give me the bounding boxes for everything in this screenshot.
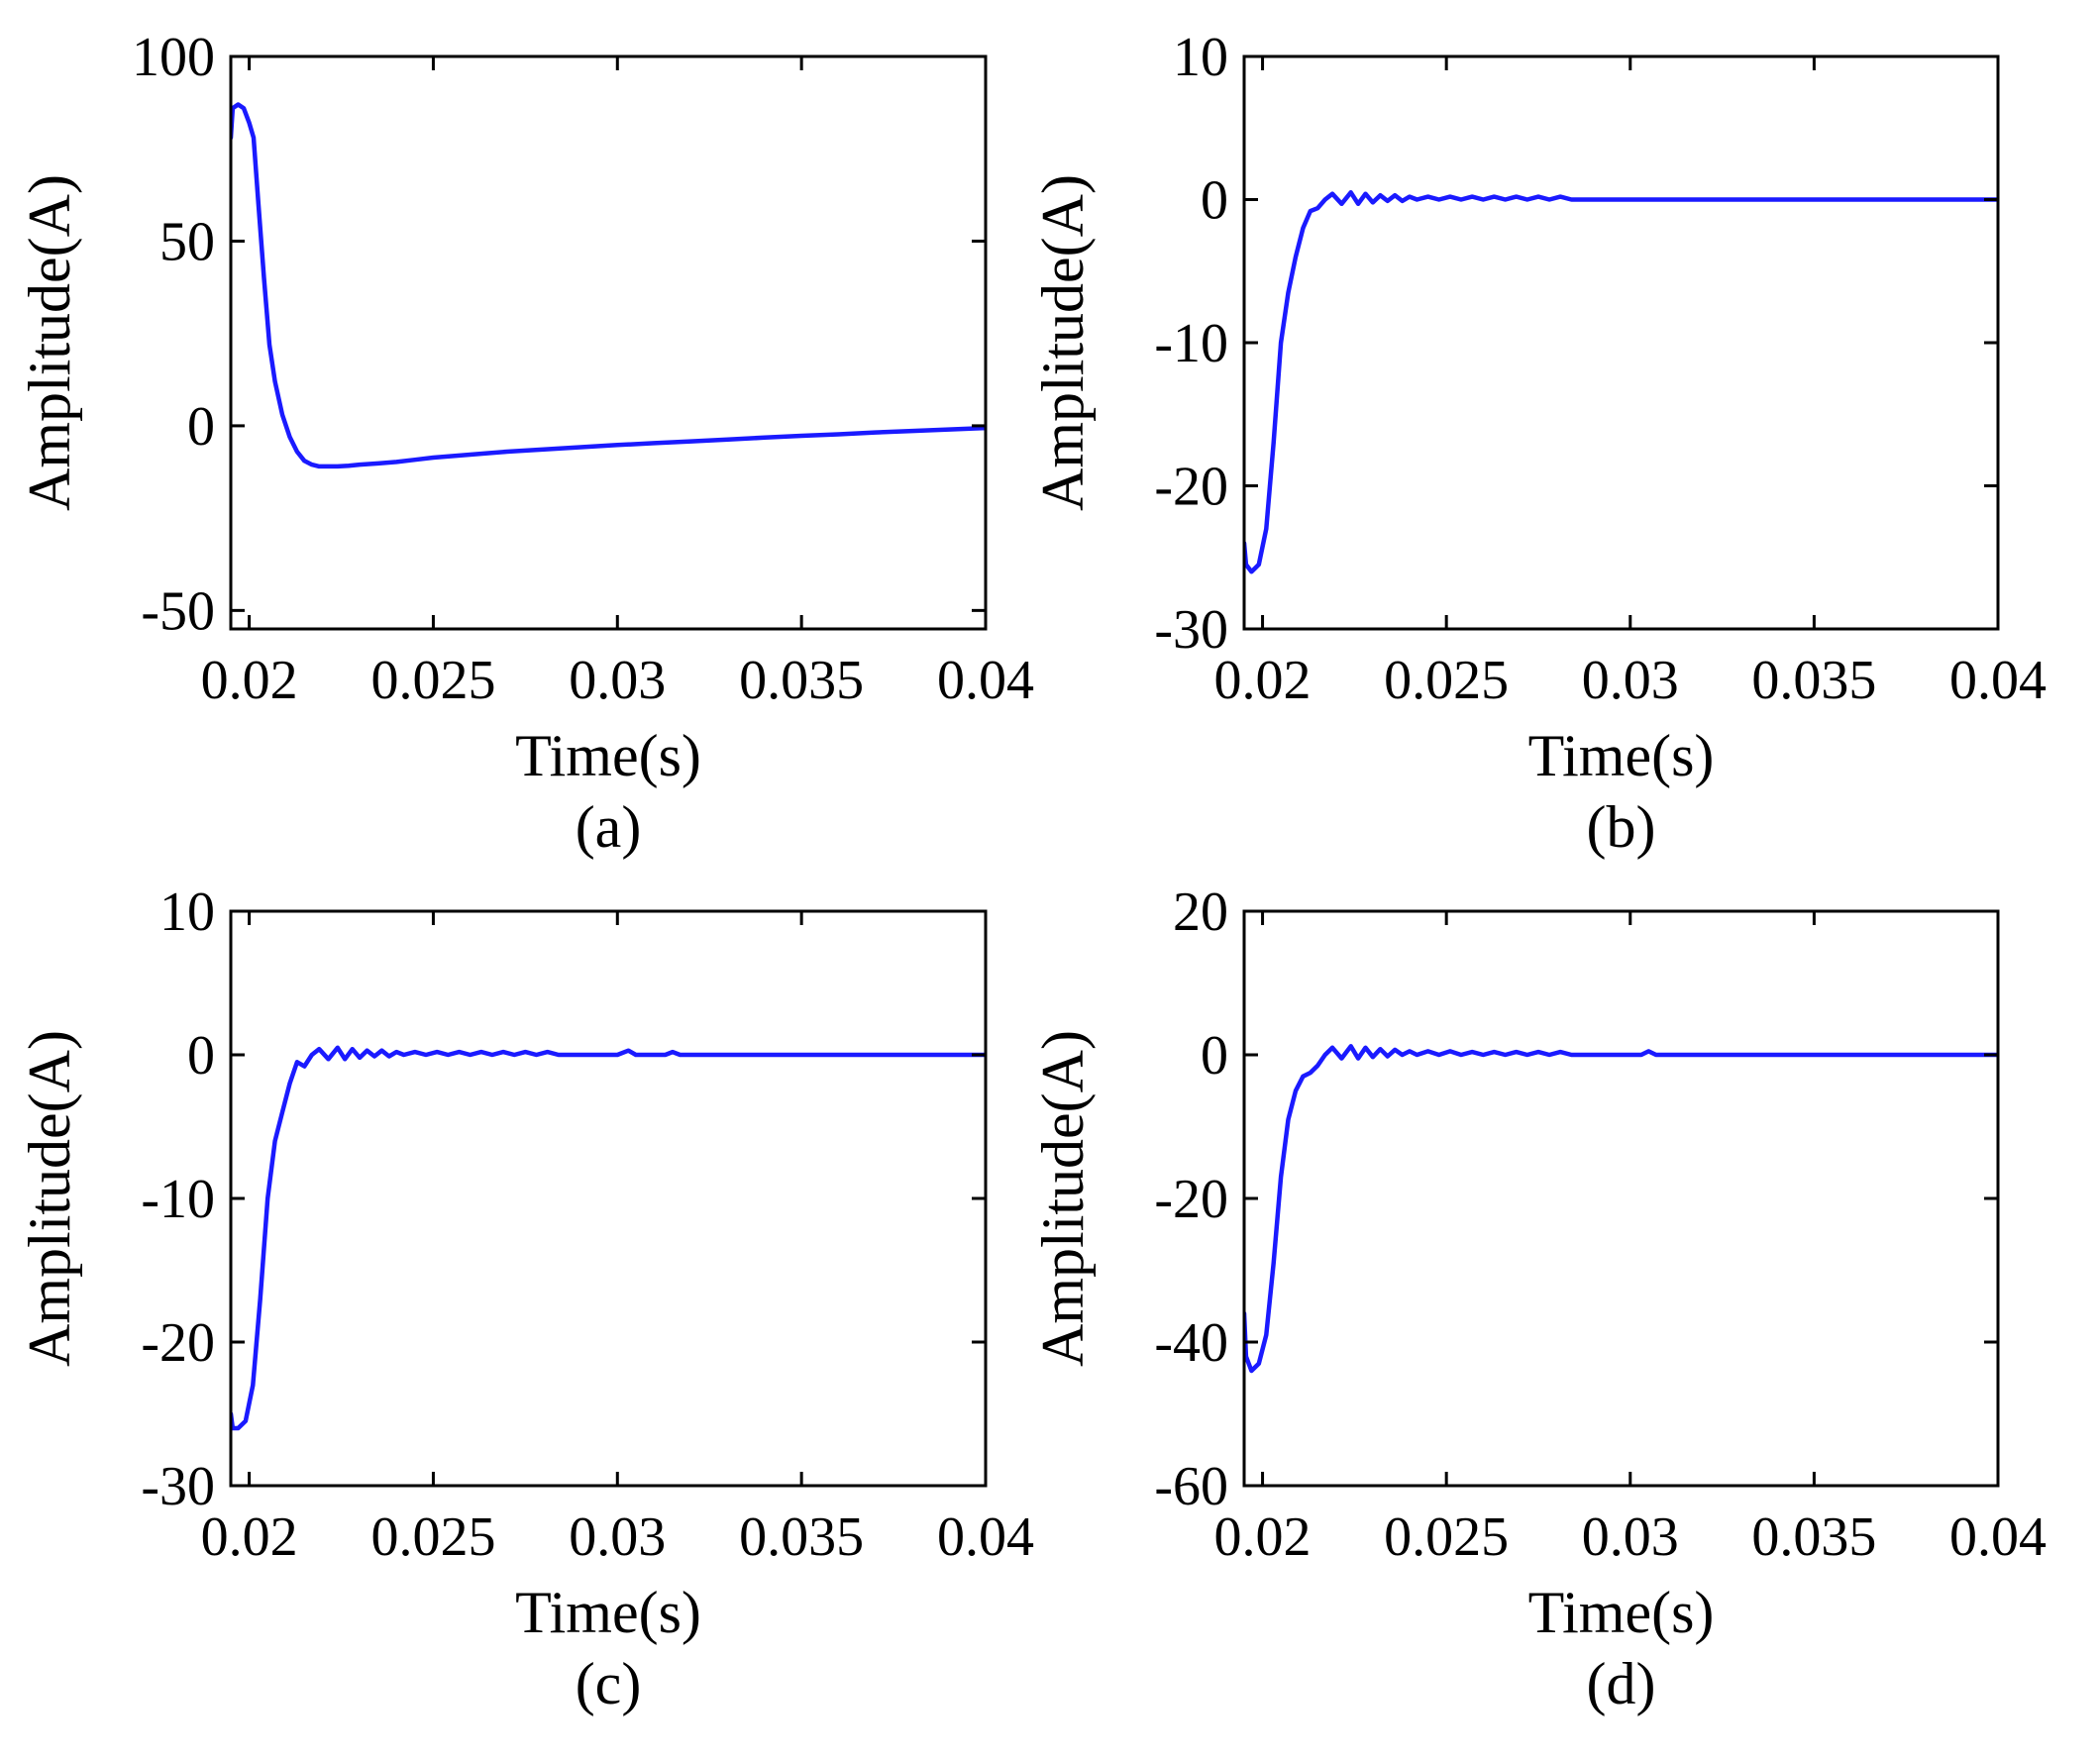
chart-d-caption: (d)	[1587, 1651, 1656, 1716]
chart-b-xtick-label: 0.02	[1214, 650, 1312, 711]
chart-a-xtick-label: 0.04	[937, 650, 1034, 711]
chart-a-xtick-label: 0.035	[739, 650, 864, 711]
chart-c-caption: (c)	[576, 1651, 642, 1716]
chart-b-xtick-label: 0.04	[1949, 650, 2047, 711]
chart-d-series-line	[1244, 1044, 1998, 1374]
chart-c-panel: 0.02 0.025 0.03 0.035 0.04 -30 -20 -10 0 10 Time(s…	[17, 881, 1034, 1716]
chart-c-xtick-label: 0.02	[201, 1506, 298, 1568]
chart-a-caption: (a)	[576, 794, 642, 860]
chart-c-xtick-label: 0.035	[739, 1506, 864, 1568]
chart-b-ytick-label: 10	[1173, 27, 1228, 88]
chart-d-xtick-label: 0.035	[1751, 1506, 1876, 1568]
chart-d-ytick-label: 20	[1173, 881, 1228, 943]
chart-c-xtick-label: 0.03	[569, 1506, 666, 1568]
chart-a-axes-frame	[229, 54, 988, 631]
chart-a-ytick-label: -50	[141, 580, 215, 642]
chart-a-x-axis-label: Time(s)	[515, 723, 701, 788]
chart-b-caption: (b)	[1587, 794, 1656, 860]
chart-b-ytick-label: -10	[1154, 313, 1228, 374]
chart-b-x-axis-label: Time(s)	[1528, 723, 1715, 788]
chart-a-xtick-label: 0.03	[569, 650, 666, 711]
chart-d-ytick-label: -20	[1154, 1169, 1228, 1230]
chart-b-xtick-label: 0.035	[1751, 650, 1876, 711]
chart-c-ytick-label: 0	[187, 1025, 215, 1087]
chart-b-series-line	[1244, 190, 1998, 574]
chart-d-ytick-label: 0	[1201, 1025, 1228, 1087]
chart-a-xtick-label: 0.025	[370, 650, 495, 711]
chart-c-ytick-label: 10	[159, 881, 215, 943]
chart-a-panel: 0.02 0.025 0.03 0.035 0.04 -50 0 50 100 Time(s) Am…	[17, 27, 1034, 860]
chart-a-series-line	[231, 102, 986, 469]
chart-d-ytick-label: -40	[1154, 1312, 1228, 1374]
chart-c-ytick-label: -30	[141, 1456, 215, 1517]
chart-a-ytick-label: 100	[132, 27, 215, 88]
chart-d-y-axis-label: Amplitude(A)	[1030, 1030, 1096, 1367]
chart-d-xtick-label: 0.02	[1214, 1506, 1312, 1568]
chart-d-ytick-label: -60	[1154, 1456, 1228, 1517]
chart-c-y-axis-label: Amplitude(A)	[17, 1030, 82, 1367]
chart-c-ytick-label: -20	[141, 1312, 215, 1374]
chart-a-y-axis-label: Amplitude(A)	[17, 174, 82, 511]
chart-b-xtick-label: 0.025	[1384, 650, 1509, 711]
chart-b-panel: 0.02 0.025 0.03 0.035 0.04 -30 -20 -10 0 10 Time(s…	[1030, 27, 2047, 860]
chart-d-panel: 0.02 0.025 0.03 0.035 0.04 -60 -40 -20 0 20 Time(s…	[1030, 881, 2047, 1716]
chart-c-x-axis-label: Time(s)	[515, 1580, 701, 1645]
chart-b-xtick-label: 0.03	[1582, 650, 1679, 711]
chart-b-ytick-label: -30	[1154, 599, 1228, 661]
chart-c-xtick-label: 0.025	[370, 1506, 495, 1568]
chart-c-ytick-label: -10	[141, 1169, 215, 1230]
chart-d-x-axis-label: Time(s)	[1528, 1580, 1715, 1645]
chart-c-series-line	[231, 1045, 986, 1431]
chart-a-ytick-label: 0	[187, 396, 215, 458]
chart-d-xtick-label: 0.04	[1949, 1506, 2047, 1568]
chart-b-y-axis-label: Amplitude(A)	[1030, 174, 1096, 511]
chart-d-xtick-label: 0.03	[1582, 1506, 1679, 1568]
chart-c-xtick-label: 0.04	[937, 1506, 1034, 1568]
chart-a-ytick-label: 50	[159, 211, 215, 272]
chart-d-xtick-label: 0.025	[1384, 1506, 1509, 1568]
chart-b-ytick-label: 0	[1201, 170, 1228, 232]
chart-a-xtick-label: 0.02	[201, 650, 298, 711]
chart-b-ytick-label: -20	[1154, 457, 1228, 518]
